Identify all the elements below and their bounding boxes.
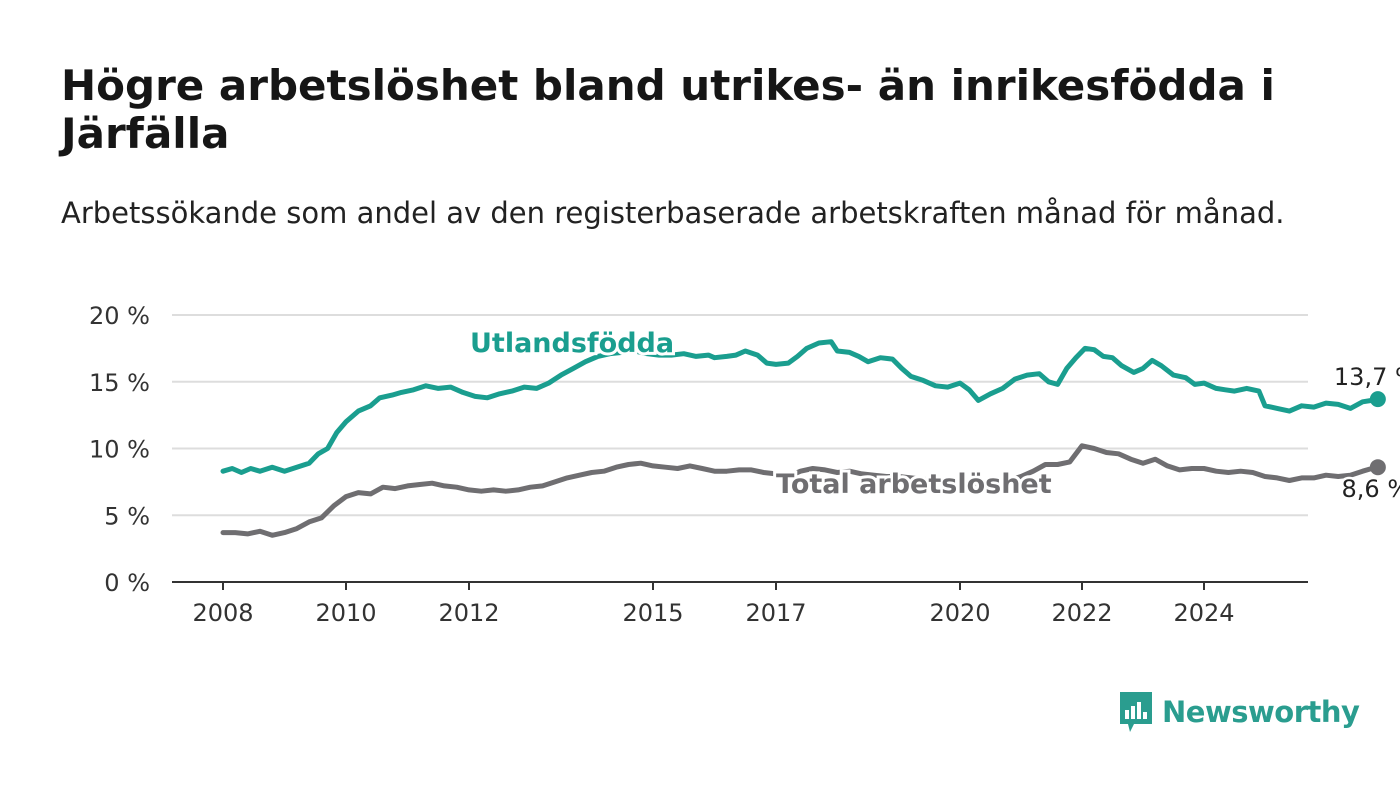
- series-name-total: Total arbetslöshet: [776, 469, 1052, 500]
- series-line-utlandsfodda: [220, 339, 1381, 475]
- end-label-total: 8,6 %: [1342, 475, 1400, 503]
- series-line-total: [220, 443, 1381, 538]
- y-tick-label: 0 %: [104, 569, 150, 597]
- series-labels: Utlandsfödda 13,7 % Total arbetslöshet 8,6 …: [467, 325, 1400, 506]
- y-tick-label: 15 %: [89, 369, 150, 397]
- x-tick-label: 2012: [438, 599, 499, 627]
- x-tick-label: 2024: [1173, 599, 1234, 627]
- brand-name: Newsworthy: [1162, 695, 1360, 729]
- endpoint-utlandsfodda: [1369, 391, 1386, 408]
- x-tick-label: 2008: [192, 599, 253, 627]
- x-tick-label: 2020: [929, 599, 990, 627]
- x-tick-label: 2010: [315, 599, 376, 627]
- series-name-utlandsfodda: Utlandsfödda: [470, 328, 674, 359]
- endpoint-total: [1369, 459, 1386, 476]
- chart-title: Högre arbetslöshet bland utrikes- än inr…: [61, 61, 1275, 158]
- chart-subtitle: Arbetssökande som andel av den registerb…: [61, 196, 1285, 230]
- gridlines: [172, 314, 1308, 583]
- bar-chart-speech-bubble-icon: [1120, 692, 1152, 732]
- y-axis-ticks: 0 % 5 % 10 % 15 % 20 %: [89, 302, 150, 597]
- y-tick-label: 10 %: [89, 436, 150, 464]
- x-tick-label: 2015: [622, 599, 683, 627]
- series-lines: [220, 339, 1386, 538]
- x-axis-ticks: 2008 2010 2012 2015 2017 2020 2022 2024: [192, 582, 1235, 627]
- newsworthy-logo: Newsworthy: [1118, 690, 1360, 734]
- y-tick-label: 20 %: [89, 302, 150, 330]
- x-tick-label: 2022: [1051, 599, 1112, 627]
- end-label-utlandsfodda: 13,7 %: [1334, 363, 1400, 391]
- y-tick-label: 5 %: [104, 502, 150, 530]
- x-tick-label: 2017: [745, 599, 806, 627]
